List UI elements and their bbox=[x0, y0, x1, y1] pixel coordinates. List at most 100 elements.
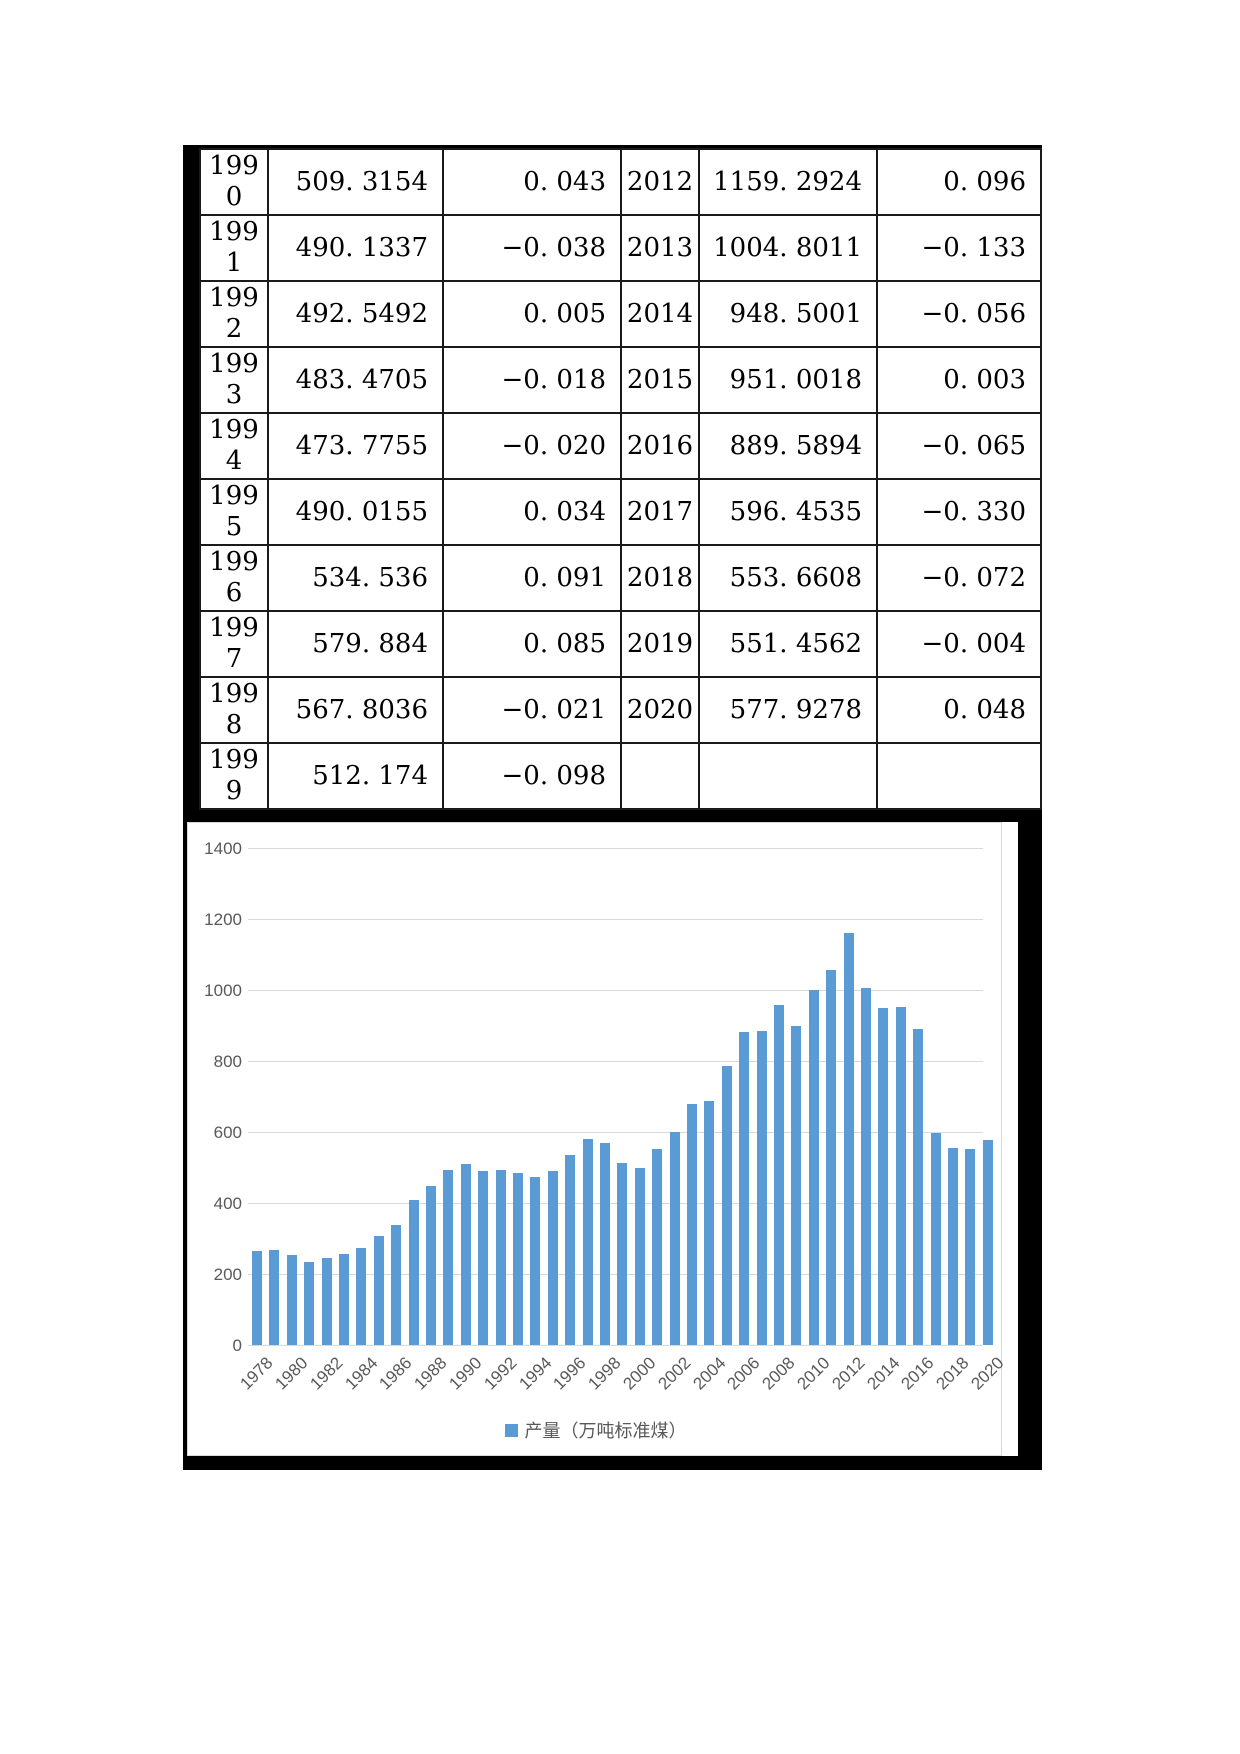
bar-1993 bbox=[513, 1173, 523, 1345]
y-axis-label-200: 200 bbox=[213, 1265, 242, 1284]
table-cell-year_a: 1997 bbox=[199, 610, 269, 678]
table-cell-change_a: −0. 020 bbox=[442, 412, 622, 480]
table-cell-change_a: 0. 034 bbox=[442, 478, 622, 546]
table-cell-value_a: 490. 1337 bbox=[267, 214, 444, 282]
table-cell-year_a: 1992 bbox=[199, 280, 269, 348]
table-row: 1990 509. 3154 0. 043 2012 1159. 2924 0. 096 bbox=[199, 148, 1042, 216]
x-axis-label-2002: 2002 bbox=[654, 1353, 695, 1394]
table-cell-year_a: 1991 bbox=[199, 214, 269, 282]
bar-2002 bbox=[669, 1131, 680, 1345]
gridline-0 bbox=[248, 1345, 983, 1346]
table-cell-value_a: 483. 4705 bbox=[267, 346, 444, 414]
bar-1995 bbox=[547, 1171, 558, 1345]
table-cell-change_a: −0. 021 bbox=[442, 676, 622, 744]
table-cell-year_b: 2017 bbox=[620, 478, 700, 546]
table-row: 1995 490. 0155 0. 034 2017 596. 4535 −0. 330 bbox=[199, 478, 1042, 546]
bar-1996 bbox=[565, 1155, 576, 1345]
bar-2012 bbox=[843, 933, 854, 1345]
x-axis-label-1990: 1990 bbox=[445, 1353, 486, 1394]
table-cell-year_b: 2012 bbox=[620, 148, 700, 216]
table-cell-change_b: 0. 096 bbox=[876, 148, 1042, 216]
x-axis-label-2014: 2014 bbox=[862, 1353, 904, 1394]
production-bar-chart: 0 200 400 600 800 1000 1200 1400 1978 1980 1982 19… bbox=[187, 822, 1018, 1456]
bar-2000 bbox=[634, 1167, 645, 1345]
x-axis-label-2020: 2020 bbox=[967, 1353, 1008, 1394]
table-cell-change_a: −0. 098 bbox=[442, 742, 622, 810]
table-row: 1998 567. 8036 −0. 021 2020 577. 9278 0. 048 bbox=[199, 676, 1042, 744]
table-cell-value_b: 951. 0018 bbox=[698, 346, 878, 414]
table-cell-change_b: 0. 048 bbox=[876, 676, 1042, 744]
bar-2018 bbox=[948, 1148, 958, 1345]
bar-1986 bbox=[391, 1224, 402, 1345]
table-cell-year_b: 2016 bbox=[620, 412, 700, 480]
table-cell-value_b: 596. 4535 bbox=[698, 478, 878, 546]
gridline-200 bbox=[248, 1274, 983, 1275]
x-axis-label-1992: 1992 bbox=[480, 1353, 521, 1394]
y-axis-label-0: 0 bbox=[232, 1336, 242, 1355]
production-data-table: 1990 509. 3154 0. 043 2012 1159. 2924 0. 096 1… bbox=[199, 148, 1042, 810]
table-row: 1994 473. 7755 −0. 020 2016 889. 5894 −0. 065 bbox=[199, 412, 1042, 480]
bar-2008 bbox=[774, 1005, 784, 1345]
table-cell-value_b: 1004. 8011 bbox=[698, 214, 878, 282]
bar-1990 bbox=[460, 1164, 471, 1345]
gridline-1000 bbox=[248, 990, 983, 991]
y-axis-label-600: 600 bbox=[213, 1123, 242, 1142]
x-axis-label-2006: 2006 bbox=[723, 1353, 764, 1394]
table-cell-value_a: 509. 3154 bbox=[267, 148, 444, 216]
bar-2017 bbox=[930, 1133, 941, 1345]
table-cell-value_b: 551. 4562 bbox=[698, 610, 878, 678]
table-cell-change_a: −0. 038 bbox=[442, 214, 622, 282]
table-cell-change_b bbox=[876, 742, 1042, 810]
table-cell-value_b: 889. 5894 bbox=[698, 412, 878, 480]
table-cell-year_a: 1996 bbox=[199, 544, 269, 612]
gridline-1200 bbox=[248, 919, 983, 920]
x-axis-label-1978: 1978 bbox=[236, 1353, 277, 1394]
table-cell-change_b: −0. 004 bbox=[876, 610, 1042, 678]
bar-1992 bbox=[495, 1170, 506, 1345]
bar-2010 bbox=[808, 990, 819, 1345]
bar-2007 bbox=[756, 1031, 767, 1345]
table-cell-change_b: 0. 003 bbox=[876, 346, 1042, 414]
legend-label: 产量（万吨标准煤） bbox=[524, 1421, 687, 1441]
gridline-600 bbox=[248, 1132, 983, 1133]
table-cell-value_b bbox=[698, 742, 878, 810]
y-axis-label-1400: 1400 bbox=[204, 839, 242, 858]
bar-2005 bbox=[721, 1066, 732, 1345]
x-axis-label-2004: 2004 bbox=[688, 1353, 730, 1394]
table-cell-year_a: 1995 bbox=[199, 478, 269, 546]
y-axis-label-1200: 1200 bbox=[204, 910, 242, 929]
bar-2013 bbox=[861, 988, 871, 1345]
bar-2006 bbox=[739, 1031, 750, 1345]
x-axis-label-1982: 1982 bbox=[306, 1353, 347, 1394]
x-axis-label-2016: 2016 bbox=[897, 1353, 938, 1394]
table-cell-year_b: 2014 bbox=[620, 280, 700, 348]
table-cell-year_b: 2013 bbox=[620, 214, 700, 282]
table-cell-year_b bbox=[620, 742, 700, 810]
table-cell-year_a: 1993 bbox=[199, 346, 269, 414]
bar-2011 bbox=[826, 970, 837, 1345]
table-cell-value_a: 567. 8036 bbox=[267, 676, 444, 744]
x-axis-label-2010: 2010 bbox=[793, 1353, 834, 1394]
bar-2020 bbox=[982, 1139, 993, 1345]
table-cell-value_a: 492. 5492 bbox=[267, 280, 444, 348]
bar-1987 bbox=[408, 1199, 419, 1345]
y-axis-label-800: 800 bbox=[213, 1052, 242, 1071]
table-row: 1999 512. 174 −0. 098 bbox=[199, 742, 1042, 810]
x-axis-label-1998: 1998 bbox=[584, 1353, 625, 1394]
table-cell-change_b: −0. 133 bbox=[876, 214, 1042, 282]
x-axis-label-1996: 1996 bbox=[549, 1353, 590, 1394]
table-cell-change_a: 0. 005 bbox=[442, 280, 622, 348]
table-cell-change_b: −0. 065 bbox=[876, 412, 1042, 480]
table-cell-change_a: 0. 085 bbox=[442, 610, 622, 678]
table-cell-year_a: 1994 bbox=[199, 412, 269, 480]
bar-1981 bbox=[304, 1261, 315, 1345]
bar-2001 bbox=[652, 1149, 663, 1345]
x-axis-label-2012: 2012 bbox=[828, 1353, 869, 1394]
bar-2004 bbox=[704, 1101, 715, 1345]
table-cell-value_a: 534. 536 bbox=[267, 544, 444, 612]
bar-1989 bbox=[443, 1169, 454, 1345]
bar-2014 bbox=[878, 1008, 889, 1345]
bar-1998 bbox=[600, 1143, 610, 1345]
table-cell-value_b: 1159. 2924 bbox=[698, 148, 878, 216]
table-cell-year_b: 2020 bbox=[620, 676, 700, 744]
